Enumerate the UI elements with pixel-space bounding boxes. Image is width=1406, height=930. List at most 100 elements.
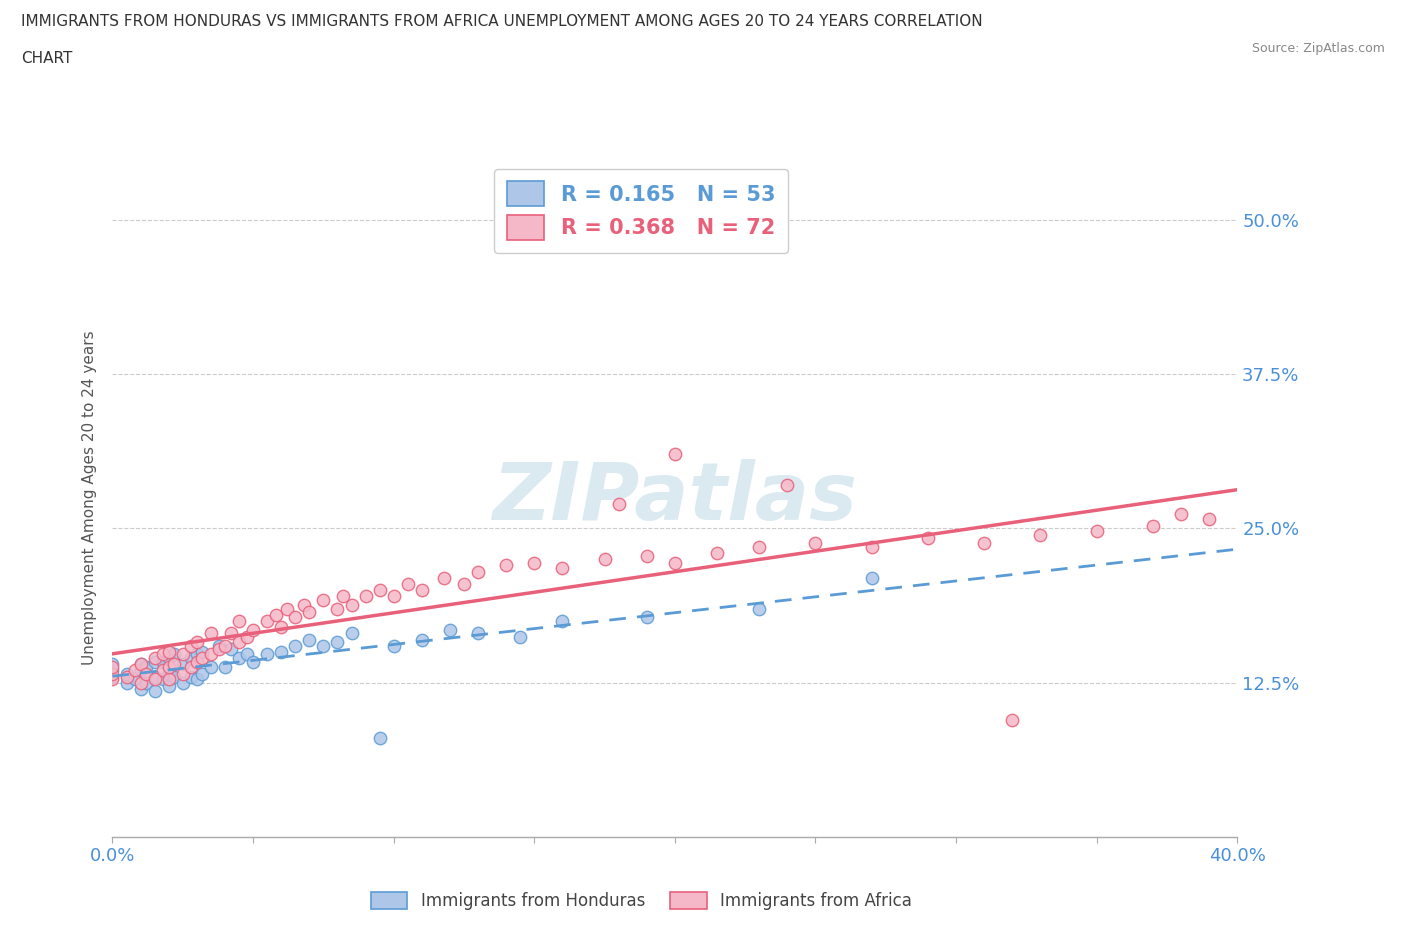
Text: CHART: CHART [21,51,73,66]
Point [191,651,214,666]
Point [256,647,278,662]
Point [157,671,180,686]
Point [326,634,349,649]
Text: IMMIGRANTS FROM HONDURAS VS IMMIGRANTS FROM AFRICA UNEMPLOYMENT AMONG AGES 20 TO: IMMIGRANTS FROM HONDURAS VS IMMIGRANTS F… [21,14,983,29]
Point [453,577,475,591]
Point [706,546,728,561]
Point [860,570,883,585]
Point [860,539,883,554]
Point [411,632,433,647]
Point [228,634,250,649]
Point [135,675,157,690]
Point [115,667,138,682]
Point [152,647,174,662]
Point [396,577,419,591]
Point [135,659,157,674]
Point [186,634,208,649]
Point [186,671,208,686]
Point [101,657,124,671]
Point [129,657,152,671]
Point [180,638,202,653]
Point [172,647,194,662]
Point [101,671,124,686]
Point [219,626,242,641]
Point [636,548,658,563]
Y-axis label: Unemployment Among Ages 20 to 24 years: Unemployment Among Ages 20 to 24 years [82,330,97,665]
Point [270,644,292,659]
Point [101,669,124,684]
Point [129,675,152,690]
Point [495,558,517,573]
Point [298,604,321,619]
Point [129,682,152,697]
Point [593,551,616,566]
Point [1029,527,1052,542]
Point [124,663,146,678]
Point [180,651,202,666]
Point [172,667,194,682]
Point [214,638,236,653]
Point [135,667,157,682]
Point [200,659,222,674]
Point [143,671,166,686]
Point [917,531,939,546]
Point [467,565,489,579]
Point [200,647,222,662]
Text: ZIPatlas: ZIPatlas [492,458,858,537]
Point [200,626,222,641]
Point [411,583,433,598]
Point [163,669,186,684]
Point [143,655,166,670]
Point [157,667,180,682]
Point [180,659,202,674]
Point [1198,512,1220,526]
Point [163,647,186,662]
Text: Source: ZipAtlas.com: Source: ZipAtlas.com [1251,42,1385,55]
Point [382,589,405,604]
Point [664,447,686,462]
Point [264,607,287,622]
Point [1085,524,1108,538]
Point [804,536,827,551]
Point [124,671,146,686]
Point [163,657,186,671]
Point [152,671,174,686]
Point [143,669,166,684]
Point [509,630,531,644]
Point [256,614,278,629]
Point [180,669,202,684]
Point [208,642,231,657]
Point [143,651,166,666]
Point [340,626,363,641]
Point [236,630,259,644]
Point [157,679,180,694]
Point [172,675,194,690]
Point [1001,712,1024,727]
Point [748,601,770,616]
Point [368,731,391,746]
Point [332,589,354,604]
Point [152,655,174,670]
Point [242,622,264,637]
Point [236,647,259,662]
Legend: Immigrants from Honduras, Immigrants from Africa: Immigrants from Honduras, Immigrants fro… [364,885,918,917]
Point [101,663,124,678]
Point [433,570,456,585]
Point [467,626,489,641]
Point [368,583,391,598]
Point [284,638,307,653]
Point [191,644,214,659]
Point [152,663,174,678]
Point [776,478,799,493]
Point [312,638,335,653]
Point [208,638,231,653]
Point [191,667,214,682]
Point [748,539,770,554]
Point [270,619,292,634]
Point [101,659,124,674]
Point [523,555,546,570]
Point [172,657,194,671]
Point [143,684,166,698]
Point [326,601,349,616]
Point [607,497,630,512]
